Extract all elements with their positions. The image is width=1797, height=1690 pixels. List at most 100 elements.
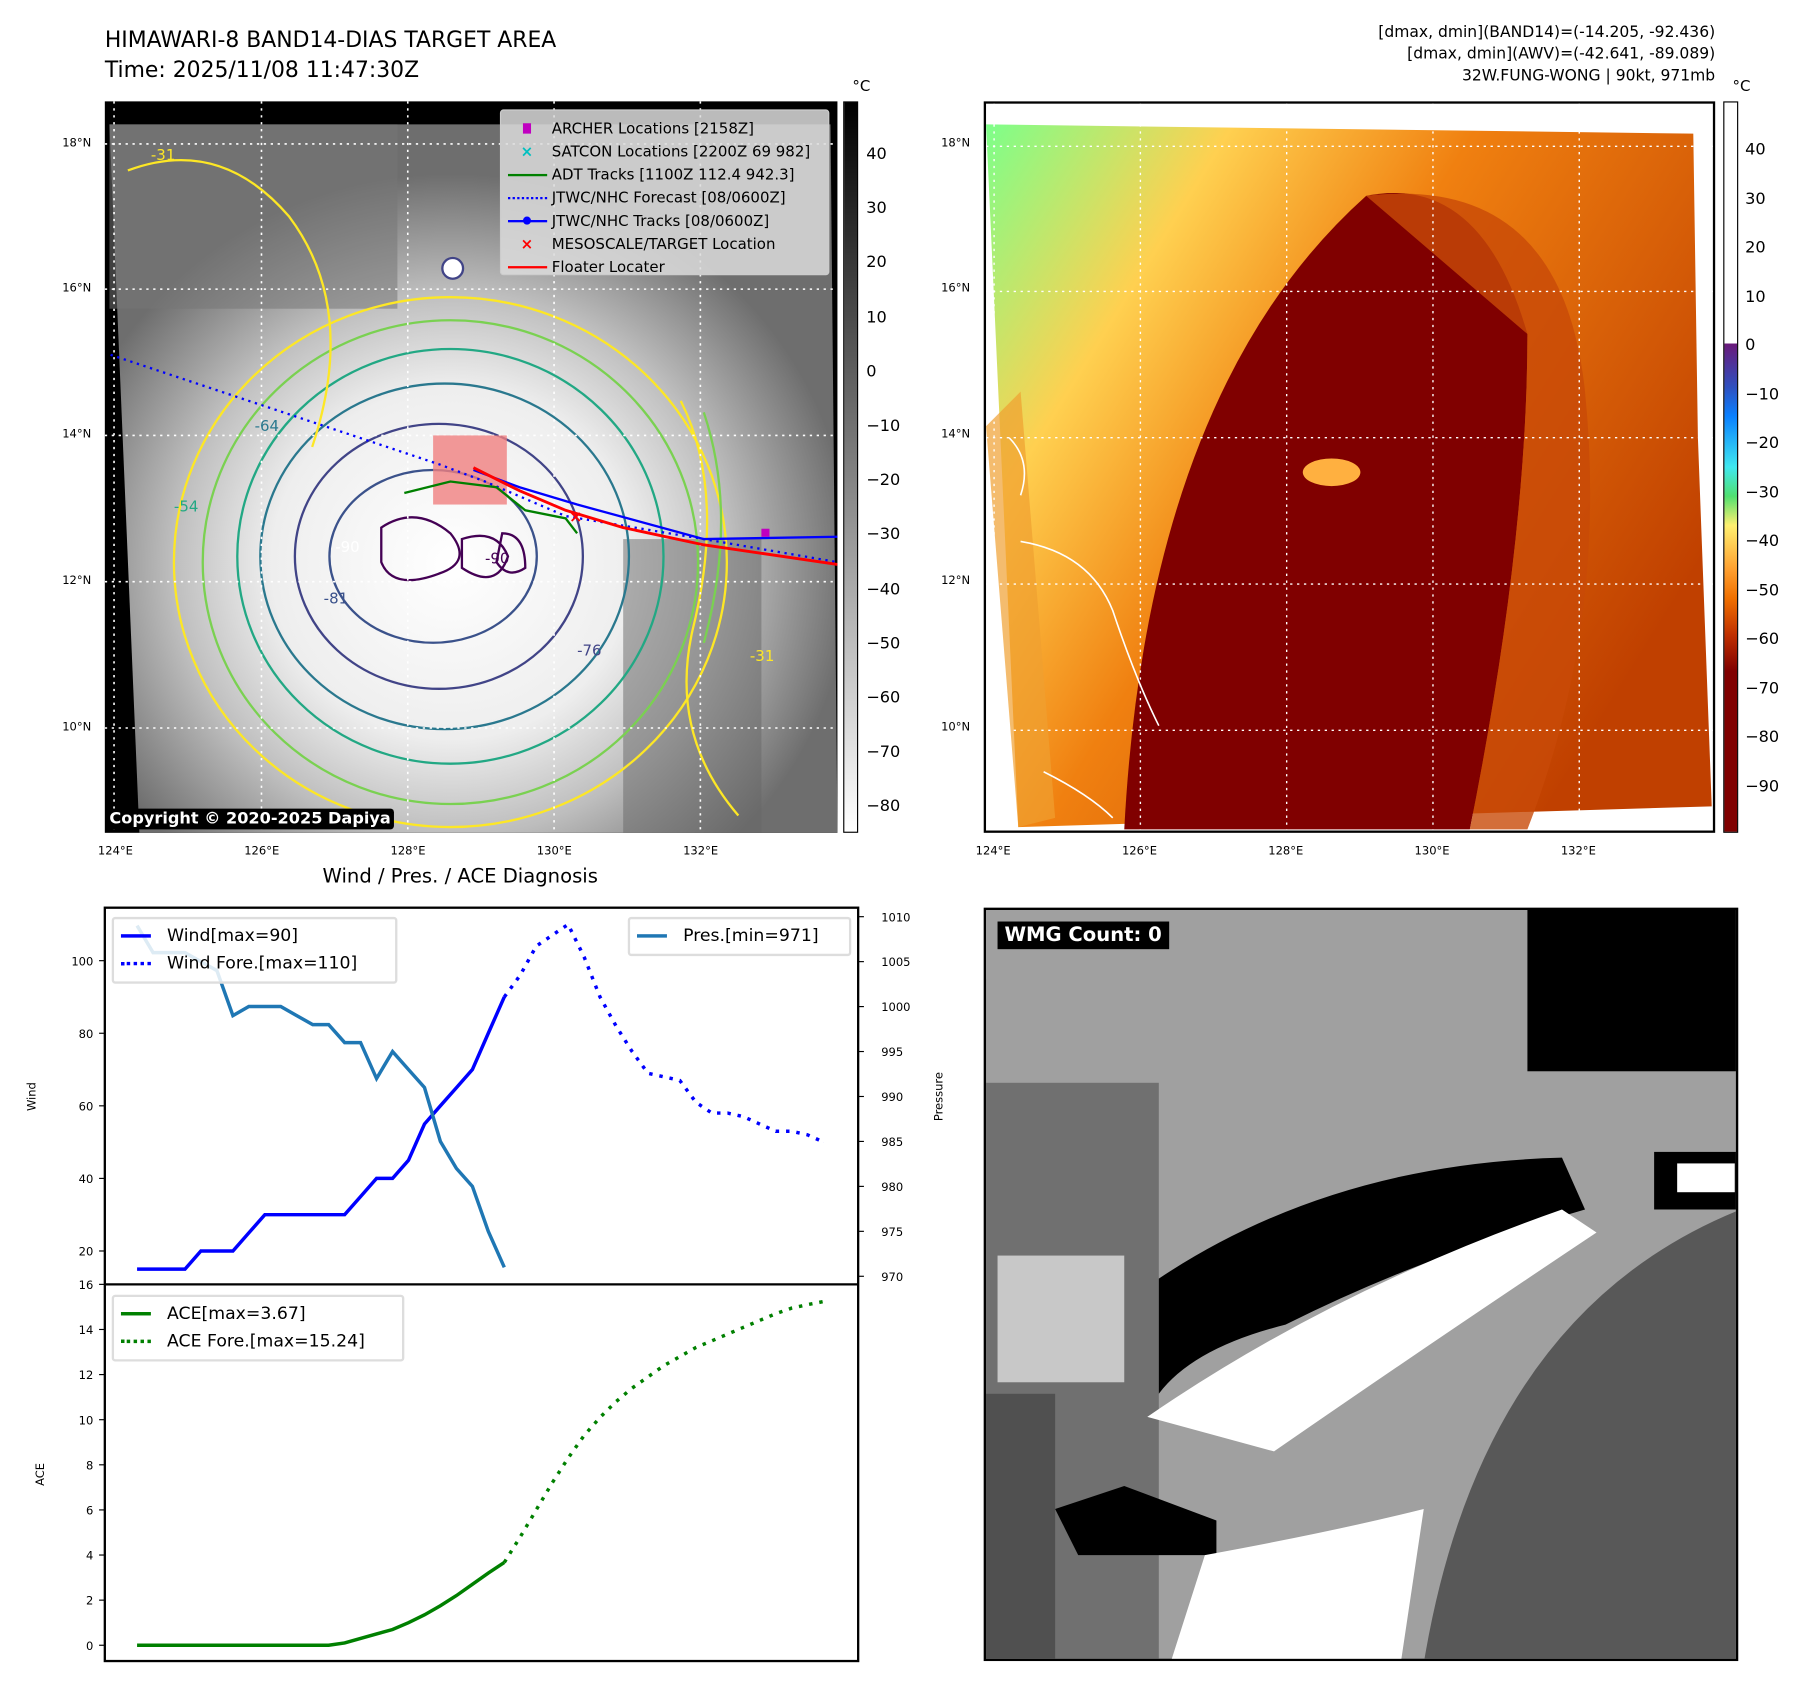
colorbar-tick: −30 [866,525,901,545]
pressure-tick-label: 1010 [881,910,910,924]
colorbar-tick: −50 [866,634,901,653]
ace-tick-label: 16 [79,1278,94,1292]
pressure-tick-label: 985 [881,1135,903,1149]
ace-line [137,1560,506,1647]
lon-label: 132°E [1560,845,1596,859]
colorbar-tick: 0 [1745,336,1756,355]
wind-tick-label: 100 [71,954,93,968]
pressure-axis-label: Pressure [931,1072,945,1121]
legend-entry: ACE Fore.[max=15.24] [120,1329,365,1352]
ace-tick-label: 6 [86,1504,93,1518]
lat-label: 12°N [62,574,92,588]
colorbar-tick: −30 [1745,483,1780,502]
lon-label: 130°E [536,845,572,859]
wind-line [137,996,506,1271]
pressure-tick-label: 975 [881,1225,903,1239]
pressure-tick-label: 1000 [881,1000,910,1014]
lat-label: 14°N [941,428,971,442]
contour-label: -76 [577,642,602,661]
pressure-tick-label: 995 [881,1045,903,1059]
archer-marker [761,528,770,537]
lon-label: 124°E [975,845,1011,859]
ace-tick-label: 8 [86,1458,93,1472]
colorbar-tick: −80 [1745,728,1780,747]
colorbar-tick: 10 [866,308,887,327]
contour-label: -90 [335,539,360,557]
pressure-legend: Pres.[min=971] [627,916,852,957]
lon-label: 126°E [244,845,280,859]
legend-entry: ACE[max=3.67] [120,1302,306,1324]
lon-label: 128°E [1268,845,1304,859]
colorbar-tick: 10 [1745,287,1766,306]
legend-entry: × MESOSCALE/TARGET Location [508,232,825,253]
info-storm: 32W.FUNG-WONG | 90kt, 971mb [1461,66,1716,86]
colorbar-tick: 40 [866,145,887,164]
contour-label: -64 [254,418,280,436]
legend-marker-icon [508,116,552,138]
legend-entry: Pres.[min=971] [637,924,819,946]
pressure-tick-label: 970 [881,1270,903,1284]
colorbar-tick: −60 [1745,630,1780,649]
legend-label: JTWC/NHC Forecast [08/0600Z] [551,190,786,208]
wind-tick-label: 80 [79,1027,94,1041]
adt-track [404,480,579,535]
pressure-tick-label: 1005 [881,955,910,969]
ace-tick-label: 14 [79,1323,94,1337]
legend-entry: × SATCON Locations [2200Z 69 982] [508,139,825,162]
colorbar-tick: −60 [866,688,901,708]
band14-ir-map: × -90 -76 -31 -54 -64 -81 -90 -31 ARCHER… [104,101,838,833]
colorbar-tick: −10 [1745,385,1780,404]
ace-legend: ACE[max=3.67] ACE Fore.[max=15.24] [111,1294,405,1362]
colorbar-tick: −50 [1745,581,1780,600]
legend-label: MESOSCALE/TARGET Location [551,236,776,254]
colorbar-tick: −70 [1745,679,1780,698]
lat-label: 10°N [62,721,92,734]
legend-label: Floater Locater [551,259,665,277]
lat-label: 18°N [941,137,971,150]
coastline [1008,437,1160,819]
legend-marker-icon [507,162,552,184]
graticule [986,103,1713,831]
lat-label: 10°N [941,721,971,734]
colorbar-tick: 30 [1745,189,1766,208]
colorbar-tick: −70 [866,743,901,762]
lat-label: 18°N [62,137,92,150]
ace-forecast-line [502,1299,824,1564]
ir-colorbar [843,101,859,833]
lat-label: 16°N [62,282,92,295]
legend-label: Wind Fore.[max=110] [167,952,358,974]
lon-label: 128°E [390,845,426,859]
wind-tick-label: 40 [79,1172,94,1186]
ace-tick-label: 10 [79,1413,94,1427]
contour-label: -54 [173,498,199,517]
wmg-imagery [986,910,1736,1659]
lat-label: 16°N [941,282,971,295]
legend-entry: JTWC/NHC Forecast [08/0600Z] [507,185,825,208]
floater-track [472,466,838,566]
legend-line-icon [120,934,151,938]
ace-tick-label: 4 [86,1549,93,1563]
lon-label: 132°E [683,845,719,859]
legend-line-icon [120,961,151,966]
map-legend: ARCHER Locations [2158Z] × SATCON Location… [499,109,830,277]
legend-label: ACE Fore.[max=15.24] [167,1330,365,1352]
figure-time: Time: 2025/11/08 11:47:30Z [104,57,420,83]
legend-label: SATCON Locations [2200Z 69 982] [551,143,811,162]
colorbar-tick: −90 [1745,776,1780,796]
wind-tick-label: 60 [79,1099,94,1113]
target-area-box [433,435,507,505]
legend-line-icon [637,934,667,938]
wind-tick-label: 20 [79,1245,94,1259]
lat-label: 14°N [62,428,92,442]
legend-entry: Wind Fore.[max=110] [120,951,358,974]
legend-marker-icon: × [520,143,534,162]
wmg-count: WMG Count: 0 [997,921,1169,950]
lon-label: 126°E [1121,845,1157,859]
contour-label: -90 [484,550,510,568]
colorbar-unit: °C [852,78,871,96]
lon-label: 130°E [1414,845,1450,859]
contour-label: -81 [323,590,349,609]
legend-label: ADT Tracks [1100Z 112.4 942.3] [551,167,795,185]
